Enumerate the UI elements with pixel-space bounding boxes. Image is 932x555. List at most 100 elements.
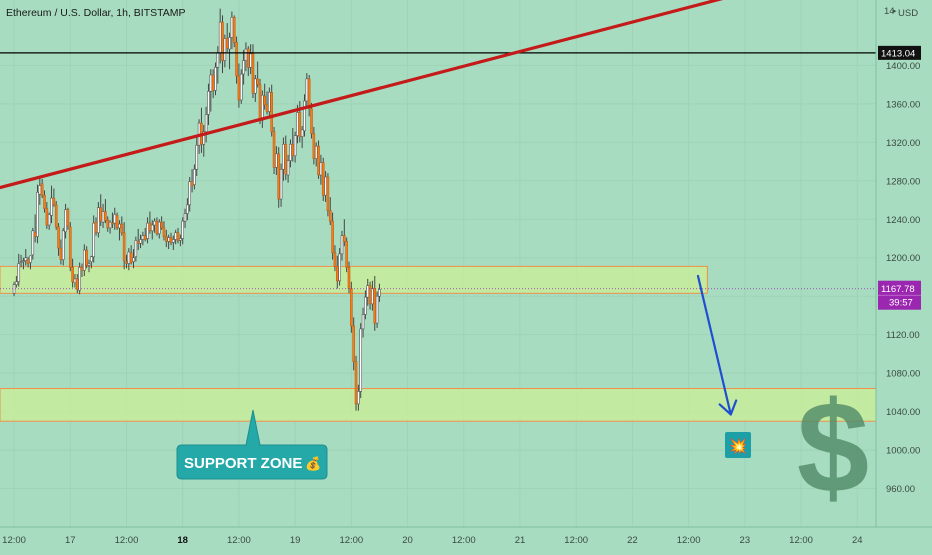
candle-body (319, 162, 323, 176)
candle (139, 234, 142, 249)
scale-arrow-icon: ▸ (893, 8, 897, 15)
time-axis-labels: 12:00 17 12:00 18 12:00 19 12:00 20 12:00 21 12:00… (2, 535, 862, 546)
candle (132, 249, 135, 269)
candle (136, 228, 140, 251)
candle (305, 73, 309, 108)
candle (71, 258, 74, 288)
candle (193, 164, 196, 190)
candle-body (169, 237, 173, 243)
candle-body (261, 94, 264, 121)
candle-body (92, 222, 95, 258)
candle-body (284, 143, 288, 175)
candle-body (104, 211, 107, 221)
candle (202, 125, 206, 157)
candle (284, 135, 288, 180)
x-tick-label: 12:00 (2, 535, 26, 546)
candle-body (193, 168, 196, 185)
candle (164, 229, 168, 248)
y-tick-label: 1040.00 (886, 407, 920, 418)
price-axis-labels: 1400.00 1360.00 1320.00 1280.00 1240.00 1200.… (878, 45, 921, 495)
forecast-arrow[interactable] (696, 274, 732, 416)
candle (324, 171, 327, 202)
flip-zone (0, 265, 708, 294)
time-axis[interactable] (0, 528, 876, 550)
candle-body (347, 267, 351, 289)
candle (106, 216, 110, 232)
candle-body (317, 145, 320, 176)
candle (153, 218, 156, 233)
candle (52, 188, 56, 207)
candle (78, 262, 81, 295)
candle-body (314, 145, 318, 159)
candle (141, 231, 145, 246)
trendline[interactable] (0, 0, 768, 190)
candle-body (321, 162, 325, 196)
candle-body (66, 209, 70, 227)
candle-body (139, 239, 142, 244)
candle (125, 254, 128, 269)
candle (237, 63, 241, 108)
candle (368, 281, 372, 310)
candle (108, 220, 112, 234)
horizontal-line-price: 1413.04 (881, 48, 915, 59)
candle-body (172, 239, 175, 243)
candle-body (268, 92, 271, 112)
candle (343, 219, 346, 247)
candle (127, 248, 131, 271)
candle-body (125, 261, 128, 264)
candle-body (305, 78, 309, 102)
candle (211, 69, 215, 99)
candle-body (366, 285, 370, 298)
candle-body (50, 197, 53, 216)
candle-body (118, 223, 121, 229)
y-tick-label: 1320.00 (886, 138, 920, 149)
candle-body (132, 257, 135, 262)
candle (148, 211, 152, 234)
price-zones (0, 265, 877, 422)
candle (321, 157, 325, 201)
candle (160, 216, 163, 230)
candle (134, 236, 138, 262)
candle (242, 50, 245, 85)
candle (45, 201, 49, 229)
y-tick-label: 1280.00 (886, 176, 920, 187)
candle (38, 175, 42, 205)
candle-body (277, 153, 281, 200)
candle-body (251, 53, 255, 94)
candles (12, 8, 381, 411)
candle-body (324, 176, 327, 196)
candle (282, 137, 285, 181)
price-axis[interactable] (877, 0, 932, 527)
candle (19, 254, 23, 268)
candle-body (352, 325, 355, 362)
candle-body (136, 241, 140, 244)
currency-label: USD (898, 8, 918, 19)
candle (291, 127, 295, 162)
candle-body (12, 284, 16, 294)
candle (214, 62, 217, 96)
candle (50, 185, 53, 224)
x-tick-label: 12:00 (677, 535, 701, 546)
candle-body (160, 221, 163, 229)
candle-body (47, 214, 51, 226)
candle (246, 46, 250, 76)
candle (94, 217, 98, 236)
candle (29, 255, 32, 270)
candle (120, 216, 124, 236)
candle (31, 227, 35, 260)
candle-body (64, 209, 67, 233)
candle (357, 384, 360, 411)
candle (221, 15, 224, 74)
candle (375, 291, 379, 328)
candle-body (57, 226, 60, 249)
candle-body (164, 236, 168, 242)
candle (258, 78, 262, 125)
x-tick-label: 12:00 (564, 535, 588, 546)
candle-body (221, 21, 224, 61)
candle-body (97, 207, 100, 234)
candle-body (174, 232, 177, 240)
candle (129, 245, 133, 265)
candle (40, 178, 44, 199)
candle-body (162, 227, 166, 237)
